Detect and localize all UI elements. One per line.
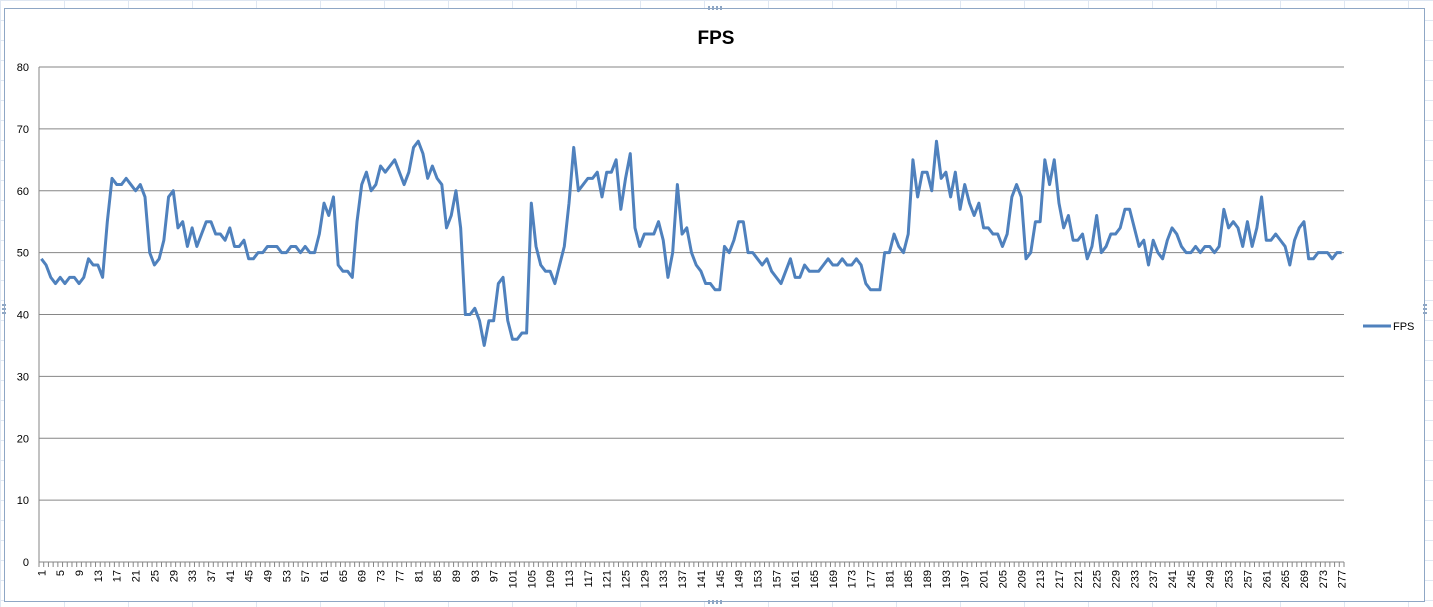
x-tick-label: 129 — [639, 570, 651, 588]
x-tick-label: 241 — [1167, 570, 1179, 588]
x-tick-label: 17 — [112, 570, 124, 582]
x-tick-label: 257 — [1242, 570, 1254, 588]
x-tick-label: 61 — [319, 570, 331, 582]
gridlines — [39, 66, 1344, 563]
x-tick-label: 121 — [602, 570, 614, 588]
x-tick-label: 237 — [1148, 570, 1160, 588]
y-tick-label: 0 — [23, 557, 29, 569]
x-tick-label: 69 — [357, 570, 369, 582]
resize-handle-top[interactable] — [708, 6, 722, 10]
y-tick-label: 40 — [17, 310, 29, 322]
x-tick-label: 101 — [507, 570, 519, 588]
resize-handle-right[interactable] — [1423, 304, 1427, 314]
x-tick-label: 141 — [696, 570, 708, 588]
x-tick-label: 269 — [1299, 570, 1311, 588]
x-tick-label: 153 — [752, 570, 764, 588]
y-tick-label: 10 — [17, 495, 29, 507]
x-axis: 1 5 9 13 17 21 25 29 33 37 41 45 49 53 57 61 65 69 73 77 81 8… — [36, 562, 1349, 588]
x-tick-label: 9 — [74, 570, 86, 576]
y-tick-label: 50 — [17, 248, 29, 260]
x-tick-label: 37 — [206, 570, 218, 582]
x-tick-label: 89 — [451, 570, 463, 582]
y-tick-label: 20 — [17, 433, 29, 445]
series-line-fps — [40, 139, 1342, 347]
x-tick-label: 81 — [413, 570, 425, 582]
x-tick-label: 273 — [1318, 570, 1330, 588]
chart-area[interactable]: FPS 0 10 20 30 40 50 60 70 80 1 5 9 13 17 21 25 29 33 37 4… — [2, 6, 1427, 604]
x-tick-label: 65 — [338, 570, 350, 582]
x-tick-label: 93 — [470, 570, 482, 582]
y-tick-label: 30 — [17, 371, 29, 383]
x-tick-label: 145 — [715, 570, 727, 588]
x-tick-label: 57 — [300, 570, 312, 582]
x-tick-label: 233 — [1129, 570, 1141, 588]
x-tick-label: 29 — [168, 570, 180, 582]
chart-title: FPS — [698, 28, 735, 49]
x-tick-label: 1 — [36, 570, 48, 576]
x-tick-label: 169 — [828, 570, 840, 588]
x-tick-label: 97 — [489, 570, 501, 582]
x-tick-label: 253 — [1224, 570, 1236, 588]
resize-handle-bottom[interactable] — [708, 600, 722, 604]
x-tick-label: 193 — [941, 570, 953, 588]
x-tick-label: 133 — [658, 570, 670, 588]
legend-label-fps: FPS — [1393, 321, 1414, 333]
x-tick-label: 77 — [394, 570, 406, 582]
resize-handle-left[interactable] — [2, 304, 6, 314]
x-tick-label: 277 — [1337, 570, 1349, 588]
x-tick-label: 125 — [621, 570, 633, 588]
y-tick-label: 70 — [17, 124, 29, 136]
x-tick-label: 161 — [790, 570, 802, 588]
x-tick-label: 105 — [526, 570, 538, 588]
x-tick-label: 21 — [131, 570, 143, 582]
x-tick-label: 173 — [847, 570, 859, 588]
x-tick-label: 189 — [922, 570, 934, 588]
x-tick-label: 113 — [564, 570, 576, 588]
x-tick-label: 225 — [1092, 570, 1104, 588]
x-tick-label: 229 — [1111, 570, 1123, 588]
x-tick-label: 85 — [432, 570, 444, 582]
x-tick-label: 245 — [1186, 570, 1198, 588]
x-tick-label: 209 — [1016, 570, 1028, 588]
x-tick-label: 41 — [225, 570, 237, 582]
x-tick-label: 265 — [1280, 570, 1292, 588]
series-lines — [40, 139, 1342, 347]
x-tick-label: 177 — [866, 570, 878, 588]
x-tick-label: 205 — [997, 570, 1009, 588]
x-tick-label: 181 — [884, 570, 896, 588]
legend: FPS — [1363, 321, 1414, 333]
x-tick-label: 49 — [262, 570, 274, 582]
y-axis: 0 10 20 30 40 50 60 70 80 — [17, 62, 40, 569]
x-tick-label: 73 — [376, 570, 388, 582]
x-tick-label: 221 — [1073, 570, 1085, 588]
y-tick-label: 60 — [17, 186, 29, 198]
y-tick-label: 80 — [17, 62, 29, 74]
x-tick-label: 185 — [903, 570, 915, 588]
x-tick-label: 137 — [677, 570, 689, 588]
x-tick-label: 117 — [583, 570, 595, 588]
x-tick-label: 261 — [1261, 570, 1273, 588]
x-tick-label: 53 — [281, 570, 293, 582]
x-tick-label: 25 — [149, 570, 161, 582]
x-tick-label: 157 — [771, 570, 783, 588]
x-tick-label: 249 — [1205, 570, 1217, 588]
x-tick-label: 217 — [1054, 570, 1066, 588]
x-tick-label: 201 — [979, 570, 991, 588]
x-tick-label: 213 — [1035, 570, 1047, 588]
x-tick-label: 149 — [734, 570, 746, 588]
x-tick-label: 165 — [809, 570, 821, 588]
x-tick-label: 33 — [187, 570, 199, 582]
x-tick-label: 45 — [244, 570, 256, 582]
x-tick-label: 5 — [55, 570, 67, 576]
x-tick-label: 197 — [960, 570, 972, 588]
x-tick-label: 109 — [545, 570, 557, 588]
x-tick-label: 13 — [93, 570, 105, 582]
fps-line-chart: FPS 0 10 20 30 40 50 60 70 80 1 5 9 13 17 21 25 29 33 37 4… — [17, 28, 1415, 588]
